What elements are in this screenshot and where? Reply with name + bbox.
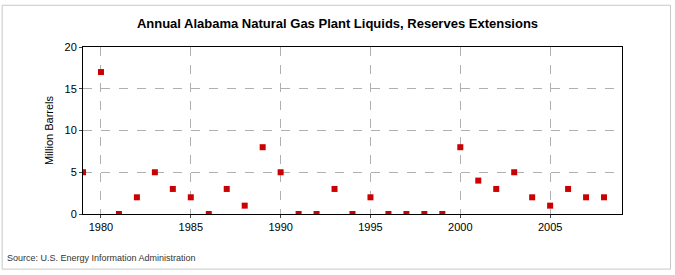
svg-text:0: 0 bbox=[71, 208, 77, 220]
svg-text:1980: 1980 bbox=[89, 221, 113, 233]
svg-text:10: 10 bbox=[65, 124, 77, 136]
svg-text:Million Barrels: Million Barrels bbox=[43, 95, 55, 165]
svg-text:Source: U.S. Energy Informatio: Source: U.S. Energy Information Administ… bbox=[7, 253, 196, 263]
svg-text:2000: 2000 bbox=[448, 221, 472, 233]
svg-text:15: 15 bbox=[65, 83, 77, 95]
svg-text:20: 20 bbox=[65, 41, 77, 53]
svg-text:5: 5 bbox=[71, 166, 77, 178]
svg-text:1995: 1995 bbox=[358, 221, 382, 233]
svg-text:Annual Alabama Natural Gas Pla: Annual Alabama Natural Gas Plant Liquids… bbox=[137, 16, 538, 31]
svg-text:2005: 2005 bbox=[538, 221, 562, 233]
svg-text:1990: 1990 bbox=[268, 221, 292, 233]
svg-text:1985: 1985 bbox=[179, 221, 203, 233]
